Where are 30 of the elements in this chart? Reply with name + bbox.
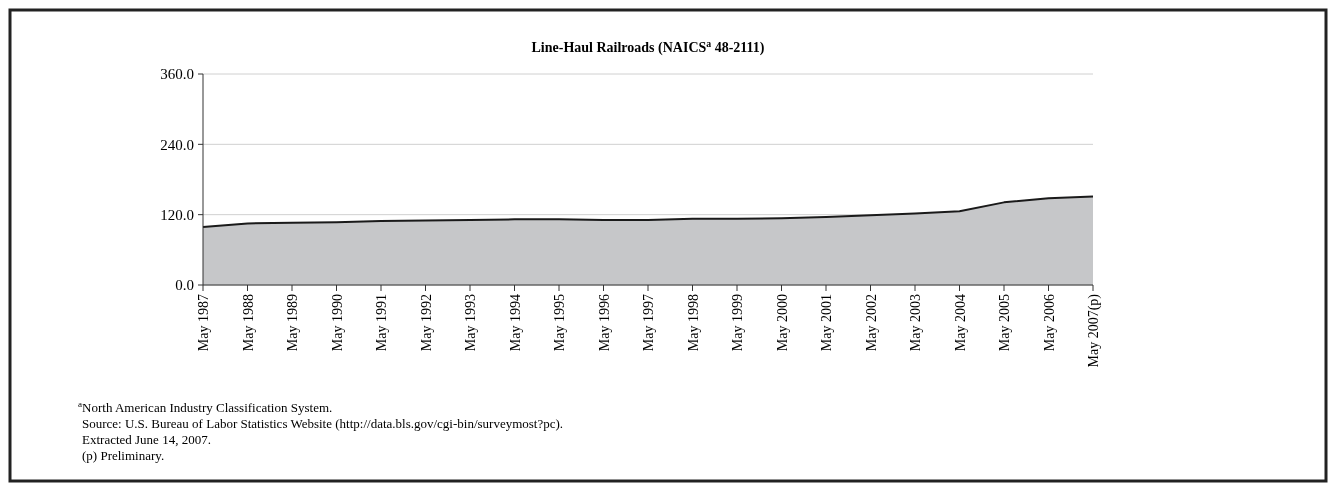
y-tick-label: 120.0 <box>160 206 194 223</box>
x-tick-label: May 1991 <box>374 294 389 352</box>
y-tick-label: 0.0 <box>175 277 194 294</box>
chart-title: Line-Haul Railroads (NAICS$^{a}$ 48-2111) <box>531 37 765 56</box>
x-tick-label: May 1997 <box>641 294 656 352</box>
x-tick-label: May 1992 <box>418 294 434 352</box>
x-tick-label: May 2002 <box>863 294 879 352</box>
x-tick-label: May 2004 <box>952 294 968 352</box>
x-tick-label: May 1993 <box>463 294 478 352</box>
x-tick-label: May 1987 <box>196 294 211 352</box>
x-tick-label: May 1990 <box>329 294 345 352</box>
text: (p) Preliminary. <box>82 448 165 463</box>
source-note: Source: U.S. Bureau of Labor Statistics Website (http://data.bls.gov/cgi-bin/surveymost?pc). <box>82 416 564 431</box>
x-tick-label: May 1996 <box>596 294 612 352</box>
text: $^{a}$North American Industry Classification System. <box>78 399 333 415</box>
x-tick-label: May 1998 <box>685 294 701 352</box>
x-tick-label: May 2005 <box>997 294 1012 352</box>
x-tick-label: May 2006 <box>1041 294 1057 352</box>
y-tick-label: 240.0 <box>160 136 194 153</box>
x-tick-label: May 1995 <box>552 294 567 352</box>
x-tick-label: May 1999 <box>730 294 745 352</box>
x-tick-label: May 1988 <box>240 294 256 352</box>
x-tick-label: May 1989 <box>285 294 300 352</box>
x-tick-label: May 2000 <box>774 294 790 352</box>
y-tick-label: 360.0 <box>160 66 194 83</box>
x-tick-label: May 1994 <box>507 294 523 352</box>
x-tick-label: May 2007(p) <box>1086 293 1102 368</box>
x-tick-label: May 2003 <box>908 294 923 352</box>
text: Extracted June 14, 2007. <box>82 432 211 447</box>
x-tick-label: May 2001 <box>819 294 834 352</box>
